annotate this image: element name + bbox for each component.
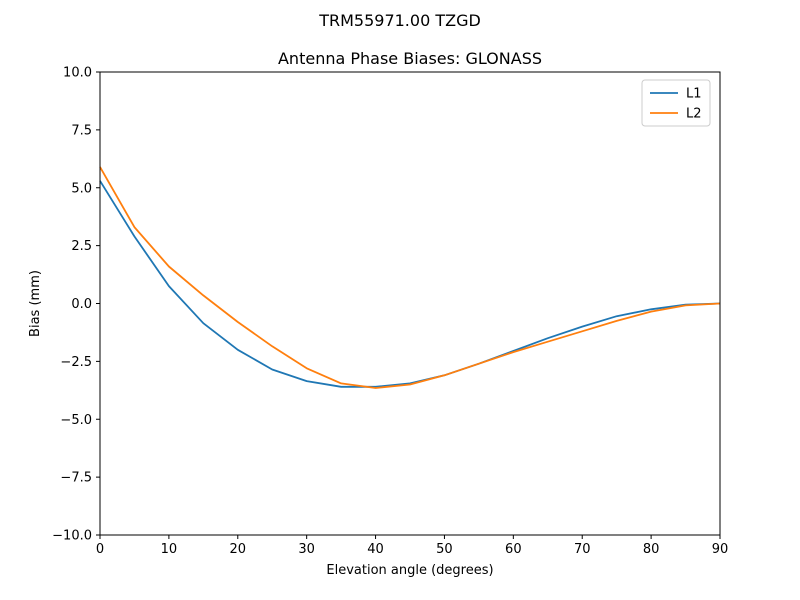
- x-tick-label: 30: [298, 542, 315, 557]
- plot-lines: [99, 166, 721, 389]
- legend-label-l2: L2: [686, 107, 702, 122]
- x-tick-label: 10: [161, 542, 178, 557]
- x-tick-label: 90: [712, 542, 729, 557]
- x-tick-label: 20: [230, 542, 247, 557]
- plot-frame: [99, 71, 721, 536]
- series-line-l2: [99, 166, 721, 389]
- y-axis-label: Bias (mm): [28, 270, 43, 337]
- x-axis-label: Elevation angle (degrees): [326, 563, 493, 578]
- y-tick-label: 2.5: [71, 239, 92, 254]
- y-tick-label: −5.0: [60, 413, 92, 428]
- y-tick-label: −10.0: [52, 529, 92, 544]
- figure-suptitle: TRM55971.00 TZGD: [318, 11, 481, 30]
- x-tick-label: 60: [505, 542, 522, 557]
- x-tick-label: 70: [574, 542, 591, 557]
- x-tick-label: 40: [367, 542, 384, 557]
- y-tick-label: 10.0: [63, 66, 92, 81]
- y-tick-label: −7.5: [60, 471, 92, 486]
- x-axis: 0 10 20 30 40 50 60 70 80 90: [96, 535, 728, 557]
- legend-label-l1: L1: [686, 87, 702, 102]
- y-tick-label: −2.5: [60, 355, 92, 370]
- y-tick-label: 0.0: [71, 297, 92, 312]
- legend-box: [641, 79, 711, 127]
- y-tick-label: 5.0: [71, 181, 92, 196]
- x-tick-label: 0: [96, 542, 104, 557]
- chart-title: Antenna Phase Biases: GLONASS: [278, 49, 542, 68]
- y-axis: −10.0 −7.5 −5.0 −2.5 0.0 2.5 5.0 7.5 10.0: [52, 66, 100, 544]
- x-tick-label: 80: [643, 542, 660, 557]
- series-line-l1: [99, 180, 721, 388]
- x-tick-label: 50: [436, 542, 453, 557]
- y-tick-label: 7.5: [71, 123, 92, 138]
